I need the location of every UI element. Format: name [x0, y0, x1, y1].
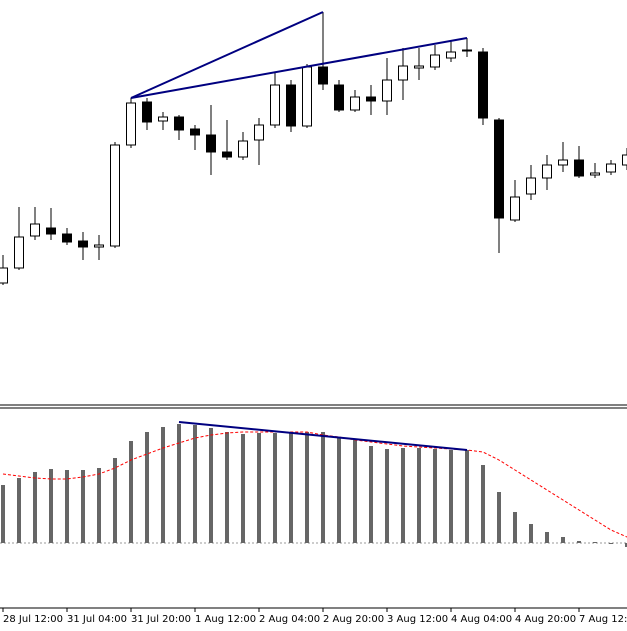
histogram-bar [625, 543, 627, 547]
candle-body [190, 128, 200, 136]
histogram-bar [545, 532, 549, 543]
histogram-bar [161, 427, 165, 543]
histogram-bar [577, 541, 581, 543]
histogram-bar [97, 468, 101, 543]
histogram-bar [321, 432, 325, 543]
candle-body [30, 223, 40, 237]
candle-body [558, 159, 568, 166]
candle-body [254, 124, 264, 141]
candle-body [382, 79, 392, 102]
candle-body [494, 119, 504, 219]
candle-body [542, 164, 552, 179]
candle-body [478, 51, 488, 119]
histogram-bar [369, 446, 373, 543]
candle-body [142, 101, 152, 123]
candle-body [94, 244, 104, 248]
x-tick-label: 4 Aug 20:00 [515, 614, 576, 625]
x-tick-label: 3 Aug 12:00 [387, 614, 448, 625]
histogram-bar [273, 433, 277, 543]
histogram-bar [353, 439, 357, 543]
histogram-bar [529, 524, 533, 543]
candle-body [350, 96, 360, 111]
histogram-bar [33, 472, 37, 543]
x-tick-label: 28 Jul 12:00 [3, 614, 63, 625]
candle-body [46, 227, 56, 235]
x-tick-label: 31 Jul 20:00 [131, 614, 191, 625]
candle-body [318, 66, 328, 85]
x-tick-label: 2 Aug 20:00 [323, 614, 384, 625]
candle-body [462, 49, 472, 52]
histogram-bar [497, 492, 501, 543]
histogram-bar [177, 424, 181, 543]
candle-body [78, 240, 88, 248]
x-tick-label: 31 Jul 04:00 [67, 614, 127, 625]
histogram-bar [289, 432, 293, 543]
histogram-bar [593, 542, 597, 543]
candle-body [574, 159, 584, 177]
candle-body [510, 196, 520, 221]
histogram-bar [449, 450, 453, 543]
histogram-bar [49, 469, 53, 543]
candle-body [270, 84, 280, 126]
histogram-bar [1, 485, 5, 543]
candle-body [174, 116, 184, 131]
candle-body [366, 96, 376, 102]
signal-line [2, 431, 627, 538]
candle-body [286, 84, 296, 127]
histogram-bar [417, 448, 421, 543]
histogram-bar [465, 450, 469, 543]
candle-body [206, 134, 216, 153]
histogram-bar [433, 449, 437, 543]
candle-body [398, 65, 408, 81]
histogram-bar [609, 543, 613, 544]
trendline [178, 421, 468, 451]
histogram-bar [81, 470, 85, 543]
histogram-bar [17, 478, 21, 543]
candle-body [606, 163, 616, 173]
candle-body [62, 233, 72, 243]
candle-body [0, 267, 8, 284]
x-tick-label: 1 Aug 12:00 [195, 614, 256, 625]
histogram-bar [401, 448, 405, 543]
candle-body [14, 236, 24, 269]
histogram-bar [193, 425, 197, 543]
candle-body [590, 172, 600, 176]
histogram-bar [305, 432, 309, 543]
histogram-bar [513, 512, 517, 543]
x-tick-label: 4 Aug 04:00 [451, 614, 512, 625]
histogram-bar [257, 433, 261, 543]
histogram-bar [65, 470, 69, 543]
candle-body [302, 66, 312, 127]
candle-body [334, 84, 344, 111]
candle-body [414, 65, 424, 69]
trendline [130, 37, 468, 99]
histogram-bar [225, 432, 229, 543]
candle-body [222, 151, 232, 158]
candle-body [446, 51, 456, 59]
candle-body [110, 144, 120, 247]
histogram-bar [385, 449, 389, 543]
candle-body [430, 54, 440, 68]
histogram-bar [209, 428, 213, 543]
histogram-bar [481, 465, 485, 543]
x-tick-label: 2 Aug 04:00 [259, 614, 320, 625]
candle-body [158, 116, 168, 122]
x-tick-label: 7 Aug 12:00 [579, 614, 627, 625]
candle-body [238, 140, 248, 158]
histogram-bar [113, 458, 117, 543]
histogram-bar [561, 537, 565, 543]
histogram-bar [337, 437, 341, 543]
candle-body [126, 102, 136, 146]
histogram-bar [241, 434, 245, 543]
histogram-bar [129, 441, 133, 543]
candle-body [622, 154, 627, 166]
candle-body [526, 177, 536, 195]
histogram-bar [145, 432, 149, 543]
trendline [130, 11, 324, 99]
